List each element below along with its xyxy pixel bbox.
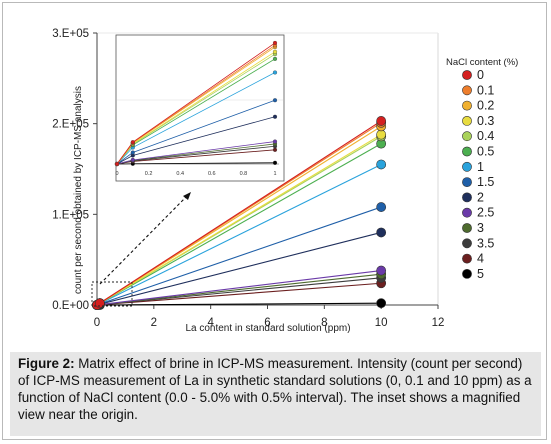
inset-data-point xyxy=(114,161,120,167)
legend-label: 3.5 xyxy=(477,236,494,250)
legend-marker xyxy=(462,238,472,249)
x-tick-label: 8 xyxy=(321,317,327,329)
inset-data-point xyxy=(272,98,278,103)
legend-label: 0 xyxy=(477,68,484,82)
legend-marker xyxy=(462,100,472,111)
data-point xyxy=(376,202,387,212)
figure-caption: Figure 2: Matrix effect of brine in ICP-… xyxy=(10,352,541,436)
data-point xyxy=(94,298,105,309)
inset-data-point xyxy=(272,160,278,165)
inset-data-point xyxy=(130,140,135,145)
y-tick-label: 0.E+00 xyxy=(52,300,89,312)
inset-x-tick-label: 0.8 xyxy=(240,171,248,177)
legend-marker xyxy=(462,223,472,233)
legend-marker xyxy=(462,131,472,142)
legend-label: 0.1 xyxy=(477,83,494,97)
inset-x-tick-label: 0.4 xyxy=(176,171,184,177)
inset-data-point xyxy=(272,40,278,46)
legend-marker xyxy=(462,268,472,279)
legend-label: 5 xyxy=(477,267,484,281)
y-tick-label: 1.E+05 xyxy=(52,209,89,221)
inset-plot: 0 0.2 0.4 0.6 0.8 1 xyxy=(114,34,285,182)
legend-label: 1.5 xyxy=(477,175,494,189)
x-axis-title: La content in standard solution (ppm) xyxy=(185,323,350,334)
data-point xyxy=(376,159,387,170)
legend-marker xyxy=(462,253,472,264)
y-axis-title: count per second obtained by ICP-MS anal… xyxy=(73,86,84,294)
legend-marker xyxy=(462,70,472,80)
legend-marker xyxy=(462,192,472,203)
data-point xyxy=(376,116,387,126)
data-point xyxy=(376,129,387,140)
legend-marker xyxy=(462,116,472,126)
x-tick-label: 4 xyxy=(207,317,214,329)
inset-data-point xyxy=(272,56,278,61)
inset-data-point xyxy=(272,114,278,119)
legend-marker xyxy=(462,207,472,218)
inset-x-tick-label: 0.6 xyxy=(208,171,216,177)
legend-label: 0.5 xyxy=(477,145,494,159)
legend-label: 0.3 xyxy=(477,114,494,128)
inset-data-point xyxy=(272,147,278,152)
zoom-arrow-head xyxy=(183,192,191,200)
inset-x-tick-label: 0.2 xyxy=(145,171,153,177)
inset-frame xyxy=(115,34,285,182)
x-tick-label: 10 xyxy=(375,317,388,329)
inset-data-point xyxy=(272,139,278,144)
legend-label: 3 xyxy=(477,221,484,235)
legend-marker xyxy=(462,85,472,96)
data-point xyxy=(376,227,387,238)
inset-data-point xyxy=(130,150,135,155)
data-point xyxy=(376,298,387,309)
legend-label: 2 xyxy=(477,190,484,204)
zoom-box xyxy=(91,281,133,307)
caption-label: Figure 2: xyxy=(18,356,75,371)
legend-label: 0.4 xyxy=(477,129,494,143)
legend-marker xyxy=(462,177,472,187)
legend: NaCl content (%)00.1 0.20.30.4 0.511.52 2.5… xyxy=(446,57,518,281)
series-line xyxy=(96,163,382,306)
inset-x-tick-label: 0 xyxy=(115,171,118,177)
legend-marker xyxy=(462,146,472,157)
caption-text: Matrix effect of brine in ICP-MS measure… xyxy=(18,356,532,422)
inset-data-point xyxy=(272,49,278,54)
zoom-arrow-line xyxy=(99,195,188,285)
legend-label: 4 xyxy=(477,252,484,266)
data-point xyxy=(376,265,387,276)
x-tick-label: 12 xyxy=(432,317,445,329)
y-tick-label: 3.E+05 xyxy=(52,28,89,40)
series-line xyxy=(96,270,382,306)
x-tick-label: 6 xyxy=(264,317,270,329)
inset-x-tick-label: 1 xyxy=(273,171,276,177)
legend-label: 1 xyxy=(477,160,484,174)
legend-label: 0.2 xyxy=(477,99,494,113)
legend-marker xyxy=(462,161,472,172)
x-tick-label: 0 xyxy=(94,317,100,329)
inset-data-point xyxy=(272,70,278,75)
inset-data-point xyxy=(130,157,135,163)
y-tick-label: 2.E+05 xyxy=(52,119,89,131)
legend-label: 2.5 xyxy=(477,206,494,220)
legend-title: NaCl content (%) xyxy=(446,57,518,68)
x-tick-label: 2 xyxy=(151,317,157,329)
series-line xyxy=(96,206,382,306)
